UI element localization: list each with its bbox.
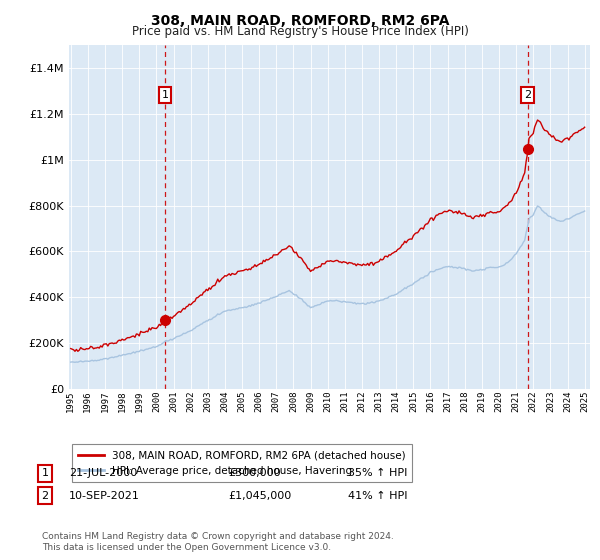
Text: £1,045,000: £1,045,000 [228,491,291,501]
Text: £300,000: £300,000 [228,468,281,478]
Text: 2: 2 [41,491,49,501]
Text: 10-SEP-2021: 10-SEP-2021 [69,491,140,501]
Text: 35% ↑ HPI: 35% ↑ HPI [348,468,407,478]
Text: Contains HM Land Registry data © Crown copyright and database right 2024.
This d: Contains HM Land Registry data © Crown c… [42,532,394,552]
Text: 21-JUL-2000: 21-JUL-2000 [69,468,137,478]
Text: Price paid vs. HM Land Registry's House Price Index (HPI): Price paid vs. HM Land Registry's House … [131,25,469,38]
Legend: 308, MAIN ROAD, ROMFORD, RM2 6PA (detached house), HPI: Average price, detached : 308, MAIN ROAD, ROMFORD, RM2 6PA (detach… [71,444,412,482]
Text: 1: 1 [161,90,169,100]
Text: 2: 2 [524,90,531,100]
Text: 1: 1 [41,468,49,478]
Text: 41% ↑ HPI: 41% ↑ HPI [348,491,407,501]
Text: 308, MAIN ROAD, ROMFORD, RM2 6PA: 308, MAIN ROAD, ROMFORD, RM2 6PA [151,14,449,28]
